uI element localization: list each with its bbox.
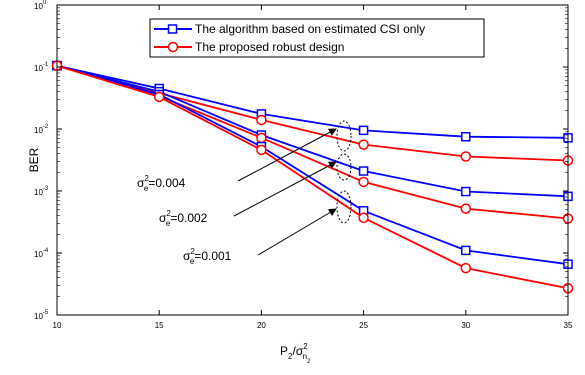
series-2-point-4 [461,186,471,197]
legend-label-0: The algorithm based on estimated CSI onl… [195,22,425,36]
ellipse-0002 [336,153,352,181]
y-tick-label: 10-3 [34,186,49,197]
series-3-point-2 [256,132,267,144]
x-tick-label: 30 [461,321,470,330]
series-0-point-4 [461,131,471,142]
legend: The algorithm based on estimated CSI onl… [149,18,485,58]
legend-marker-square [167,24,178,34]
series-5-point-2 [256,144,267,156]
y-axis-label: BER [27,147,41,172]
series-line-0 [56,64,569,139]
annotation-arrows [233,128,337,256]
x-tick-label: 35 [564,321,573,330]
series-3-point-3 [358,176,369,188]
y-tick-label: 10-1 [34,62,49,73]
series-4-point-4 [461,245,471,256]
plot-area-frame [56,4,569,316]
x-tick-label: 20 [257,321,266,330]
annotation-label-0001: σ2 e=0.001 [183,247,232,266]
series-5-point-3 [358,212,369,224]
y-tick-label: 10-5 [34,310,49,321]
series-line-5 [56,64,569,290]
y-tick-label: 100 [34,0,47,11]
annotation-label-0002: σ2 e=0.002 [159,209,208,228]
legend-marker-circle [167,41,179,53]
series-1-point-2 [256,114,267,126]
x-tick-label: 25 [359,321,368,330]
ellipse-0001 [336,190,352,224]
legend-label-1: The proposed robust design [195,40,344,54]
legend-box [149,18,485,58]
series-5-point-1 [153,91,165,103]
series-2-point-3 [358,166,369,176]
arrow-0001 [257,208,337,256]
series-0-point-3 [358,125,369,136]
series-line-2 [56,64,569,198]
series-5-point-4 [460,262,472,274]
series-line-4 [56,64,569,266]
x-tick-label: 10 [53,321,62,330]
arrow-0002 [233,161,337,217]
annotation-ellipses [336,120,352,224]
y-tick-label: 10-4 [34,248,49,259]
ellipse-0004 [336,120,352,152]
annotation-label-0004: σ2 e=0.004 [137,174,186,193]
series-line-1 [56,64,569,162]
series-1-point-4 [460,151,472,162]
x-tick-label: 15 [155,321,164,330]
series-3-point-4 [460,203,472,214]
series-1-point-3 [358,139,369,150]
arrow-0004 [237,128,337,182]
y-tick-label: 10-2 [34,124,49,135]
x-axis-label: P2/σ2 n2 [280,342,311,365]
